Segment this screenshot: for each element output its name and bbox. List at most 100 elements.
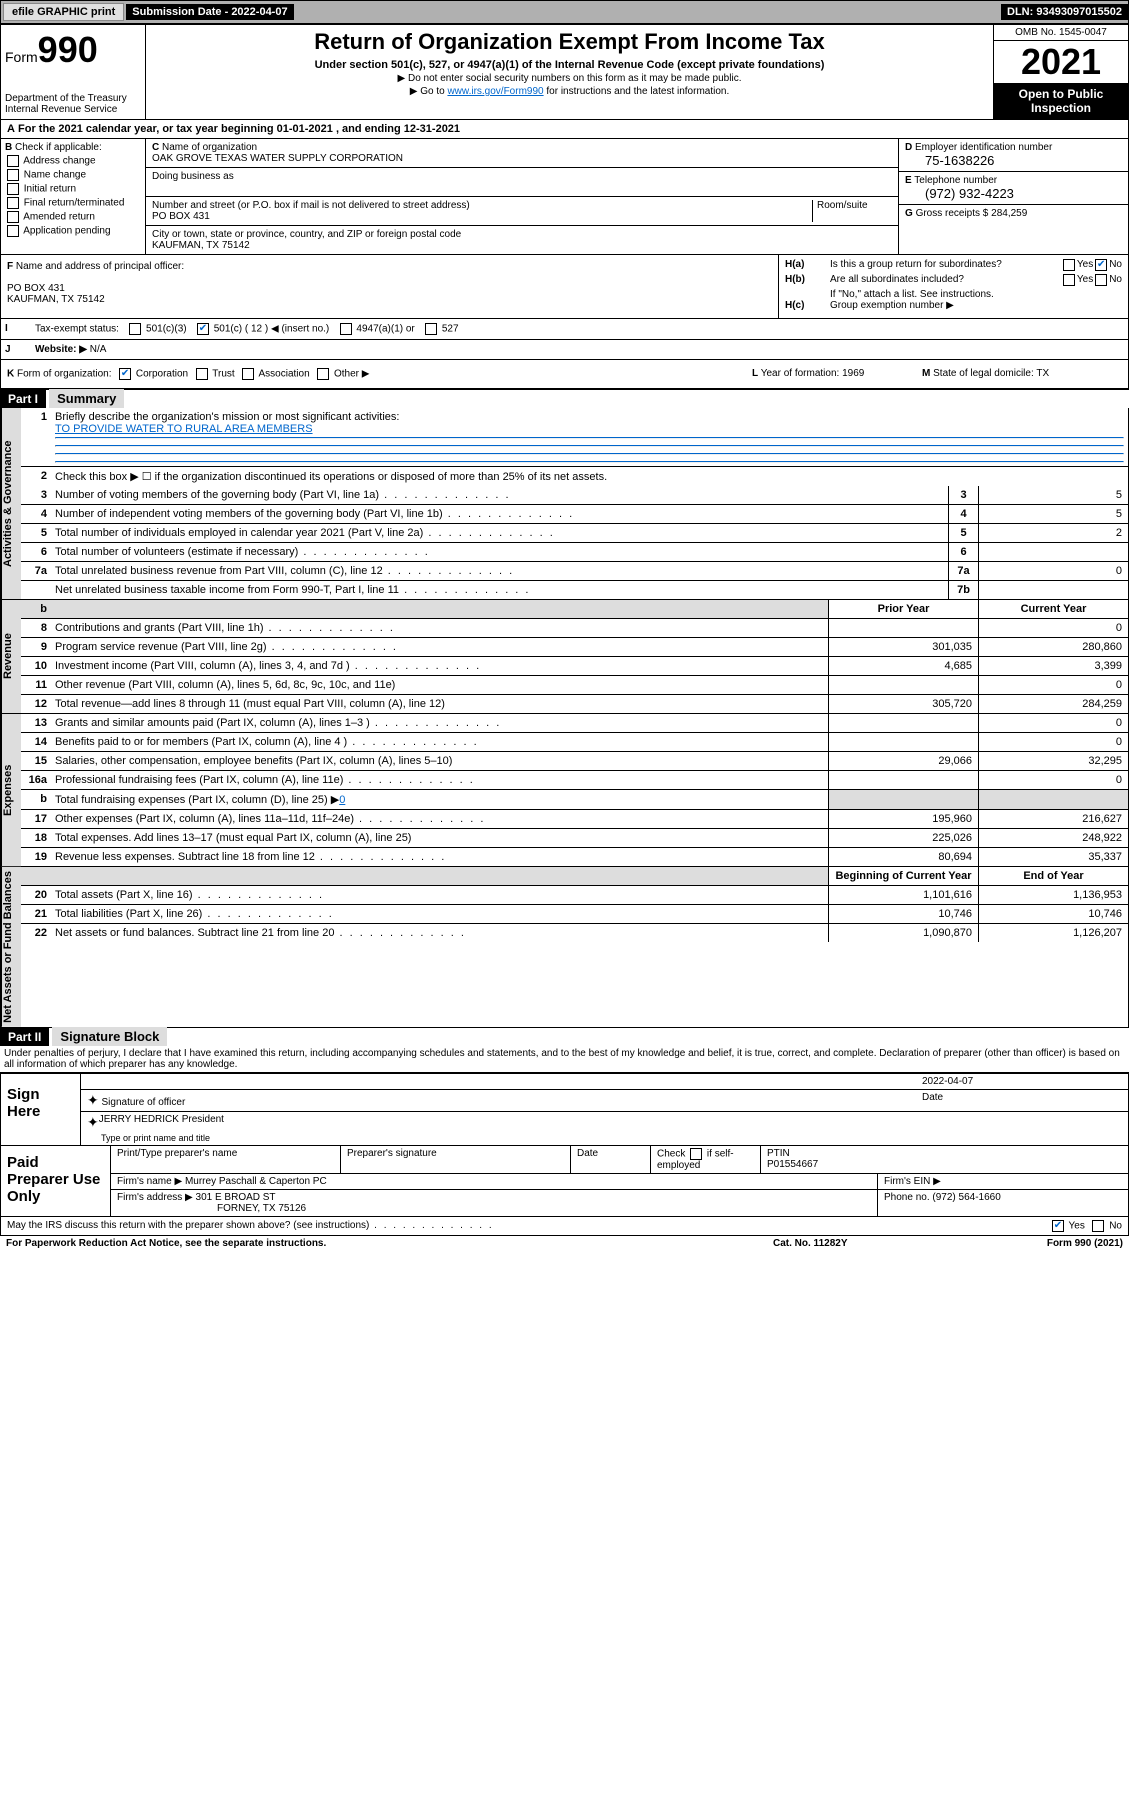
l19p: 80,694: [828, 848, 978, 866]
line-klm: K Form of organization: Corporation Trus…: [0, 360, 1129, 390]
l16ap: [828, 771, 978, 789]
l10c: 3,399: [978, 657, 1128, 675]
col-c: C Name of organization OAK GROVE TEXAS W…: [146, 139, 898, 254]
l13p: [828, 714, 978, 732]
part1-header: Part I Summary: [0, 390, 1129, 408]
l6-val: [978, 543, 1128, 561]
col-b: B Check if applicable: Address change Na…: [1, 139, 146, 254]
discuss-no-checkbox[interactable]: [1092, 1220, 1104, 1232]
efile-button[interactable]: efile GRAPHIC print: [3, 3, 124, 21]
discuss-row: May the IRS discuss this return with the…: [0, 1217, 1129, 1236]
firm-addr1: 301 E BROAD ST: [196, 1192, 276, 1203]
dln-label: DLN: 93493097015502: [1001, 4, 1128, 20]
paid-prep-label: Paid Preparer Use Only: [1, 1146, 111, 1216]
l12p: 305,720: [828, 695, 978, 713]
ha-yes-checkbox[interactable]: [1063, 259, 1075, 271]
l22p: 1,090,870: [828, 924, 978, 942]
firm-phone: (972) 564-1660: [932, 1192, 1000, 1203]
trust-checkbox[interactable]: [196, 368, 208, 380]
other-checkbox[interactable]: [317, 368, 329, 380]
col-de: D Employer identification number 75-1638…: [898, 139, 1128, 254]
l17c: 216,627: [978, 810, 1128, 828]
mission-text: TO PROVIDE WATER TO RURAL AREA MEMBERS: [55, 423, 313, 435]
org-city: KAUFMAN, TX 75142: [152, 240, 892, 251]
l5-val: 2: [978, 524, 1128, 542]
final-return-checkbox[interactable]: [7, 197, 19, 209]
gross-receipts: 284,259: [991, 208, 1027, 219]
l18c: 248,922: [978, 829, 1128, 847]
l4-val: 5: [978, 505, 1128, 523]
activities-governance: Activities & Governance 1 Briefly descri…: [0, 408, 1129, 600]
501c3-checkbox[interactable]: [129, 323, 141, 335]
rev-tab: Revenue: [1, 600, 21, 713]
ssn-note: ▶ Do not enter social security numbers o…: [150, 73, 989, 84]
l20p: 1,101,616: [828, 886, 978, 904]
section-fh: F Name and address of principal officer:…: [0, 255, 1129, 319]
line-i: I Tax-exempt status: 501(c)(3) 501(c) ( …: [0, 319, 1129, 340]
firm-addr2: FORNEY, TX 75126: [117, 1203, 306, 1214]
initial-return-checkbox[interactable]: [7, 183, 19, 195]
l8p: [828, 619, 978, 637]
ha-no-checkbox[interactable]: [1095, 259, 1107, 271]
l21p: 10,746: [828, 905, 978, 923]
revenue-section: Revenue bPrior YearCurrent Year 8Contrib…: [0, 600, 1129, 714]
submission-date: Submission Date - 2022-04-07: [126, 4, 293, 20]
assoc-checkbox[interactable]: [242, 368, 254, 380]
l8c: 0: [978, 619, 1128, 637]
irs-link[interactable]: www.irs.gov/Form990: [447, 86, 543, 97]
l18p: 225,026: [828, 829, 978, 847]
state-domicile: TX: [1036, 368, 1049, 379]
discuss-yes-checkbox[interactable]: [1052, 1220, 1064, 1232]
l14c: 0: [978, 733, 1128, 751]
form-ref: Form 990 (2021): [973, 1238, 1123, 1249]
section-bcdeg: B Check if applicable: Address change Na…: [0, 139, 1129, 255]
org-address: PO BOX 431: [152, 211, 812, 222]
expenses-section: Expenses 13Grants and similar amounts pa…: [0, 714, 1129, 867]
self-emp-checkbox[interactable]: [690, 1148, 702, 1160]
form-title: Return of Organization Exempt From Incom…: [150, 29, 989, 55]
form-header: Form990 Department of the Treasury Inter…: [0, 24, 1129, 120]
corp-checkbox[interactable]: [119, 368, 131, 380]
l20c: 1,136,953: [978, 886, 1128, 904]
l11c: 0: [978, 676, 1128, 694]
ptin-value: P01554667: [767, 1159, 818, 1170]
sign-date: 2022-04-07: [922, 1076, 1122, 1087]
l16b-val: 0: [339, 794, 345, 806]
527-checkbox[interactable]: [425, 323, 437, 335]
line-a: A For the 2021 calendar year, or tax yea…: [0, 120, 1129, 139]
app-pending-checkbox[interactable]: [7, 225, 19, 237]
year-formation: 1969: [842, 368, 864, 379]
l3-val: 5: [978, 486, 1128, 504]
l21c: 10,746: [978, 905, 1128, 923]
form-word: Form: [5, 49, 38, 65]
l17p: 195,960: [828, 810, 978, 828]
officer-name: JERRY HEDRICK President: [99, 1114, 224, 1131]
501c-checkbox[interactable]: [197, 323, 209, 335]
gov-tab: Activities & Governance: [1, 408, 21, 599]
l15c: 32,295: [978, 752, 1128, 770]
exp-tab: Expenses: [1, 714, 21, 866]
addr-change-checkbox[interactable]: [7, 155, 19, 167]
part2-header: Part II Signature Block: [0, 1028, 1129, 1046]
cat-no: Cat. No. 11282Y: [773, 1238, 973, 1249]
l7a-val: 0: [978, 562, 1128, 580]
phone-value: (972) 932-4223: [905, 186, 1122, 201]
line-j: J Website: ▶ N/A: [0, 340, 1129, 360]
url-note: ▶ Go to www.irs.gov/Form990 for instruct…: [150, 86, 989, 97]
hb-yes-checkbox[interactable]: [1063, 274, 1075, 286]
hb-no-checkbox[interactable]: [1095, 274, 1107, 286]
net-assets-section: Net Assets or Fund Balances Beginning of…: [0, 867, 1129, 1028]
4947-checkbox[interactable]: [340, 323, 352, 335]
l16ac: 0: [978, 771, 1128, 789]
l10p: 4,685: [828, 657, 978, 675]
name-change-checkbox[interactable]: [7, 169, 19, 181]
ein-value: 75-1638226: [905, 153, 1122, 168]
l12c: 284,259: [978, 695, 1128, 713]
omb-number: OMB No. 1545-0047: [994, 25, 1128, 41]
amended-checkbox[interactable]: [7, 211, 19, 223]
sign-here-label: Sign Here: [1, 1074, 81, 1145]
website-value: N/A: [90, 344, 107, 355]
l14p: [828, 733, 978, 751]
penalties-text: Under penalties of perjury, I declare th…: [0, 1046, 1129, 1072]
signature-block: Sign Here 2022-04-07 ✦ Signature of offi…: [0, 1072, 1129, 1217]
